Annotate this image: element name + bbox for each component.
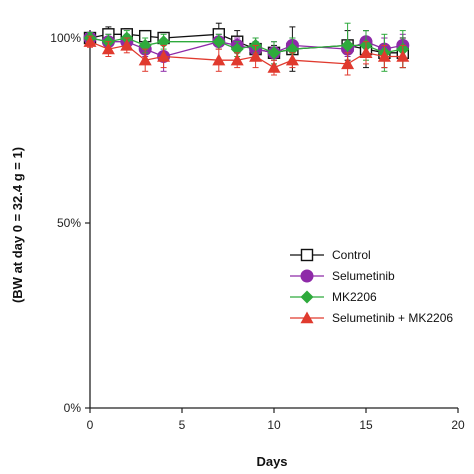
legend-label: Control <box>332 248 371 262</box>
data-point <box>101 42 115 55</box>
data-point <box>267 46 281 60</box>
data-point <box>377 50 391 62</box>
data-point <box>157 35 171 49</box>
legend-label: Selumetinib + MK2206 <box>332 311 453 325</box>
data-point <box>83 35 97 47</box>
x-tick-label: 20 <box>451 418 465 432</box>
legend-label: MK2206 <box>332 290 377 304</box>
y-tick-label: 100% <box>50 31 81 45</box>
data-point <box>138 53 152 66</box>
x-tick-label: 5 <box>179 418 186 432</box>
legend-label: Selumetinib <box>332 269 395 283</box>
legend-marker <box>300 290 314 304</box>
x-axis-title: Days <box>256 454 287 469</box>
x-tick-label: 10 <box>267 418 281 432</box>
legend-marker <box>300 248 314 262</box>
data-point <box>230 42 244 56</box>
data-point <box>212 53 226 66</box>
data-point <box>341 38 355 52</box>
data-point <box>138 38 152 52</box>
data-point <box>212 35 226 49</box>
axes <box>89 30 458 409</box>
series-line <box>89 33 403 54</box>
ticks: 0 5 10 15 20 0% 50% 100% <box>50 31 465 432</box>
x-tick-label: 15 <box>359 418 373 432</box>
y-axis-title: (BW at day 0 = 32.4 g = 1) <box>10 147 25 303</box>
legend-marker <box>300 269 314 283</box>
x-tick-label: 0 <box>87 418 94 432</box>
data-point <box>157 50 171 62</box>
data-point <box>249 50 263 62</box>
series-layer <box>83 22 410 76</box>
y-tick-label: 0% <box>64 401 82 415</box>
legend: Control Selumetinib MK2206 Selumetinib + MK… <box>290 248 453 325</box>
data-point <box>285 53 299 66</box>
data-point <box>285 42 299 56</box>
data-point <box>120 38 134 51</box>
data-point <box>359 46 373 58</box>
legend-marker <box>300 311 314 324</box>
data-point <box>396 50 410 62</box>
series-3 <box>83 35 410 76</box>
data-point <box>341 57 355 70</box>
data-point <box>267 61 281 73</box>
data-point <box>230 53 244 66</box>
y-tick-label: 50% <box>57 216 81 230</box>
